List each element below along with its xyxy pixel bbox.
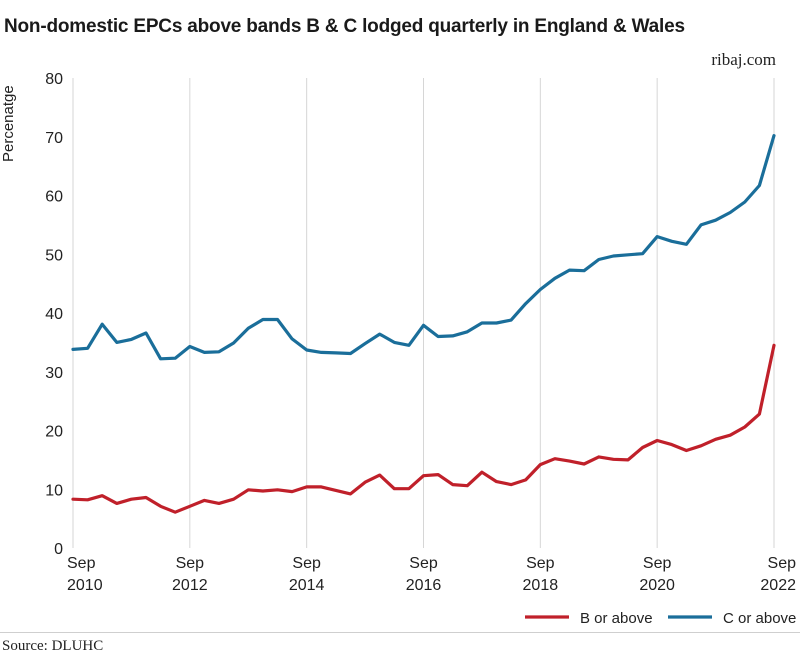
x-tick-label: 2014 xyxy=(289,577,325,594)
legend-label: B or above xyxy=(580,610,653,627)
y-tick-label: 40 xyxy=(45,306,63,323)
x-tick-label: Sep xyxy=(526,555,555,572)
x-tick-label: 2022 xyxy=(760,577,796,594)
chart-title: Non-domestic EPCs above bands B & C lodg… xyxy=(4,16,685,37)
x-tick-label: 2012 xyxy=(172,577,208,594)
y-tick-label: 30 xyxy=(45,365,63,382)
y-tick-label: 0 xyxy=(54,541,63,558)
series-line-c-or-above xyxy=(71,134,776,361)
y-tick-label: 20 xyxy=(45,424,63,441)
y-tick-labels: 0 10 20 30 40 50 60 70 80 xyxy=(45,71,63,558)
y-tick-label: 80 xyxy=(45,71,63,88)
x-tick-label: Sep xyxy=(409,555,438,572)
source-note: Source: DLUHC xyxy=(2,638,104,654)
x-tick-label: 2016 xyxy=(406,577,442,594)
legend: B or above C or above xyxy=(525,610,796,627)
x-tick-label: Sep xyxy=(643,555,672,572)
x-tick-label: Sep xyxy=(67,555,96,572)
footer-divider xyxy=(0,632,800,633)
y-tick-label: 50 xyxy=(45,247,63,264)
legend-label: C or above xyxy=(723,610,796,627)
series-line-b-or-above xyxy=(71,343,776,514)
x-tick-label: 2020 xyxy=(639,577,675,594)
x-tick-label: 2010 xyxy=(67,577,103,594)
x-tick-labels: Sep 2010 Sep 2012 Sep 2014 Sep 2016 Sep 2018 Sep 20… xyxy=(67,555,796,594)
brand-label: ribaj.com xyxy=(711,50,776,69)
series-lines xyxy=(71,134,776,514)
x-tick-label: Sep xyxy=(768,555,797,572)
x-tick-label: Sep xyxy=(292,555,321,572)
x-tick-label: Sep xyxy=(176,555,205,572)
y-tick-label: 60 xyxy=(45,189,63,206)
grid-lines xyxy=(72,78,775,548)
y-tick-label: 70 xyxy=(45,130,63,147)
x-tick-label: 2018 xyxy=(523,577,559,594)
y-axis-title: Percenatge xyxy=(0,85,17,162)
y-tick-label: 10 xyxy=(45,482,63,499)
